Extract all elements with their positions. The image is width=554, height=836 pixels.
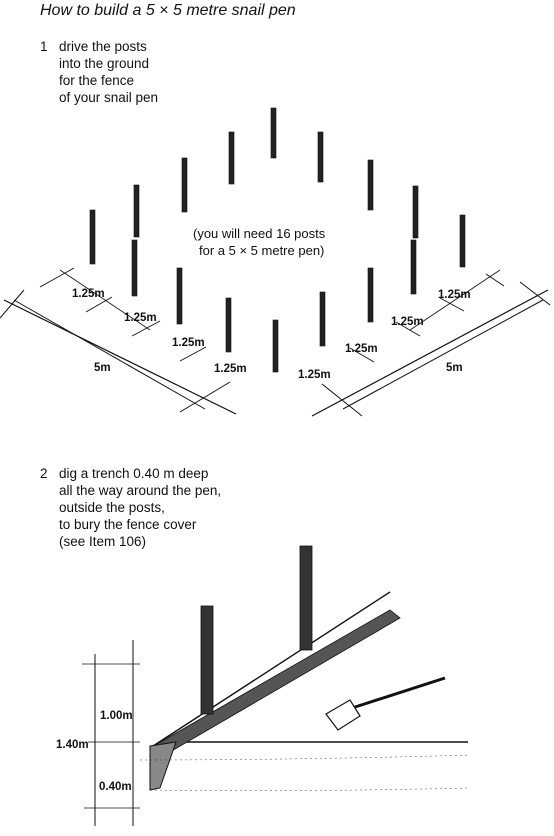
depth-label: 0.40m [99, 781, 132, 793]
left-measure-line [3, 299, 237, 415]
right-end-tick [519, 281, 551, 306]
step-1-line: for the fence [59, 73, 135, 88]
step-2-text: 2 dig a trench 0.40 m deep all the way a… [40, 465, 221, 550]
side-length-label: 5m [446, 362, 463, 374]
step-2-line: all the way around the pen, [59, 483, 222, 498]
step-1-line: into the ground [59, 56, 150, 71]
segment-label: 1.25m [438, 289, 471, 301]
segment-label: 1.25m [298, 369, 331, 381]
post [272, 319, 279, 373]
step-1-number: 1 [40, 39, 48, 54]
step-2-line: outside the posts, [59, 500, 165, 515]
page-title: How to build a 5 × 5 metre snail pen [40, 2, 296, 19]
left-lower-line [13, 299, 206, 410]
step-2-line: (see Item 106) [59, 534, 147, 549]
post [131, 239, 138, 297]
step-1-line: drive the posts [59, 39, 147, 54]
trench-labels: 1.00m 1.40m 0.40m [56, 710, 133, 793]
segment-label: 1.25m [391, 316, 424, 328]
segment-label: 1.25m [172, 337, 205, 349]
post [225, 297, 232, 353]
post [459, 214, 466, 268]
step-1-line: of your snail pen [59, 90, 159, 105]
trench-posts [200, 545, 313, 715]
step-2-line: dig a trench 0.40 m deep [59, 466, 209, 481]
left-corner-tick [179, 381, 231, 413]
right-measure-line [311, 289, 549, 417]
right-corner-tick [321, 383, 363, 417]
soil-texture [139, 754, 471, 791]
post [176, 267, 183, 325]
segment-label: 1.25m [124, 312, 157, 324]
left-end-tick [0, 289, 25, 319]
fence-bank [148, 609, 401, 753]
post [89, 209, 96, 265]
trench [149, 741, 177, 791]
segment-label: 1.25m [72, 288, 105, 300]
pen-posts [89, 107, 466, 373]
step-1-text: 1 drive the posts into the ground for th… [40, 38, 158, 106]
post [200, 605, 214, 715]
step-2-line: to bury the fence cover [59, 517, 197, 532]
post [181, 157, 188, 213]
post [228, 131, 235, 185]
pen-layout-diagram [0, 267, 551, 417]
posts-note-line-1: (you will need 16 posts [193, 226, 326, 241]
posts-note-line-2: for a 5 × 5 metre pen) [199, 243, 324, 258]
post [270, 107, 277, 159]
step-2-number: 2 [40, 466, 48, 481]
segment-label: 1.25m [214, 363, 247, 375]
spade-icon [325, 676, 446, 731]
total-height-label: 1.40m [56, 739, 89, 751]
segment-label: 1.25m [345, 343, 378, 355]
post [299, 545, 313, 651]
post [317, 131, 324, 183]
post [412, 185, 419, 239]
post [367, 267, 374, 323]
height-above-label: 1.00m [100, 710, 133, 722]
trench-diagram [82, 591, 471, 826]
pen-layout-labels: (you will need 16 posts for a 5 × 5 metr… [72, 226, 471, 381]
side-length-label: 5m [94, 362, 111, 374]
post [367, 159, 374, 211]
right-lower-line [342, 299, 544, 410]
post [319, 291, 326, 347]
post [410, 239, 417, 295]
post [133, 184, 140, 238]
